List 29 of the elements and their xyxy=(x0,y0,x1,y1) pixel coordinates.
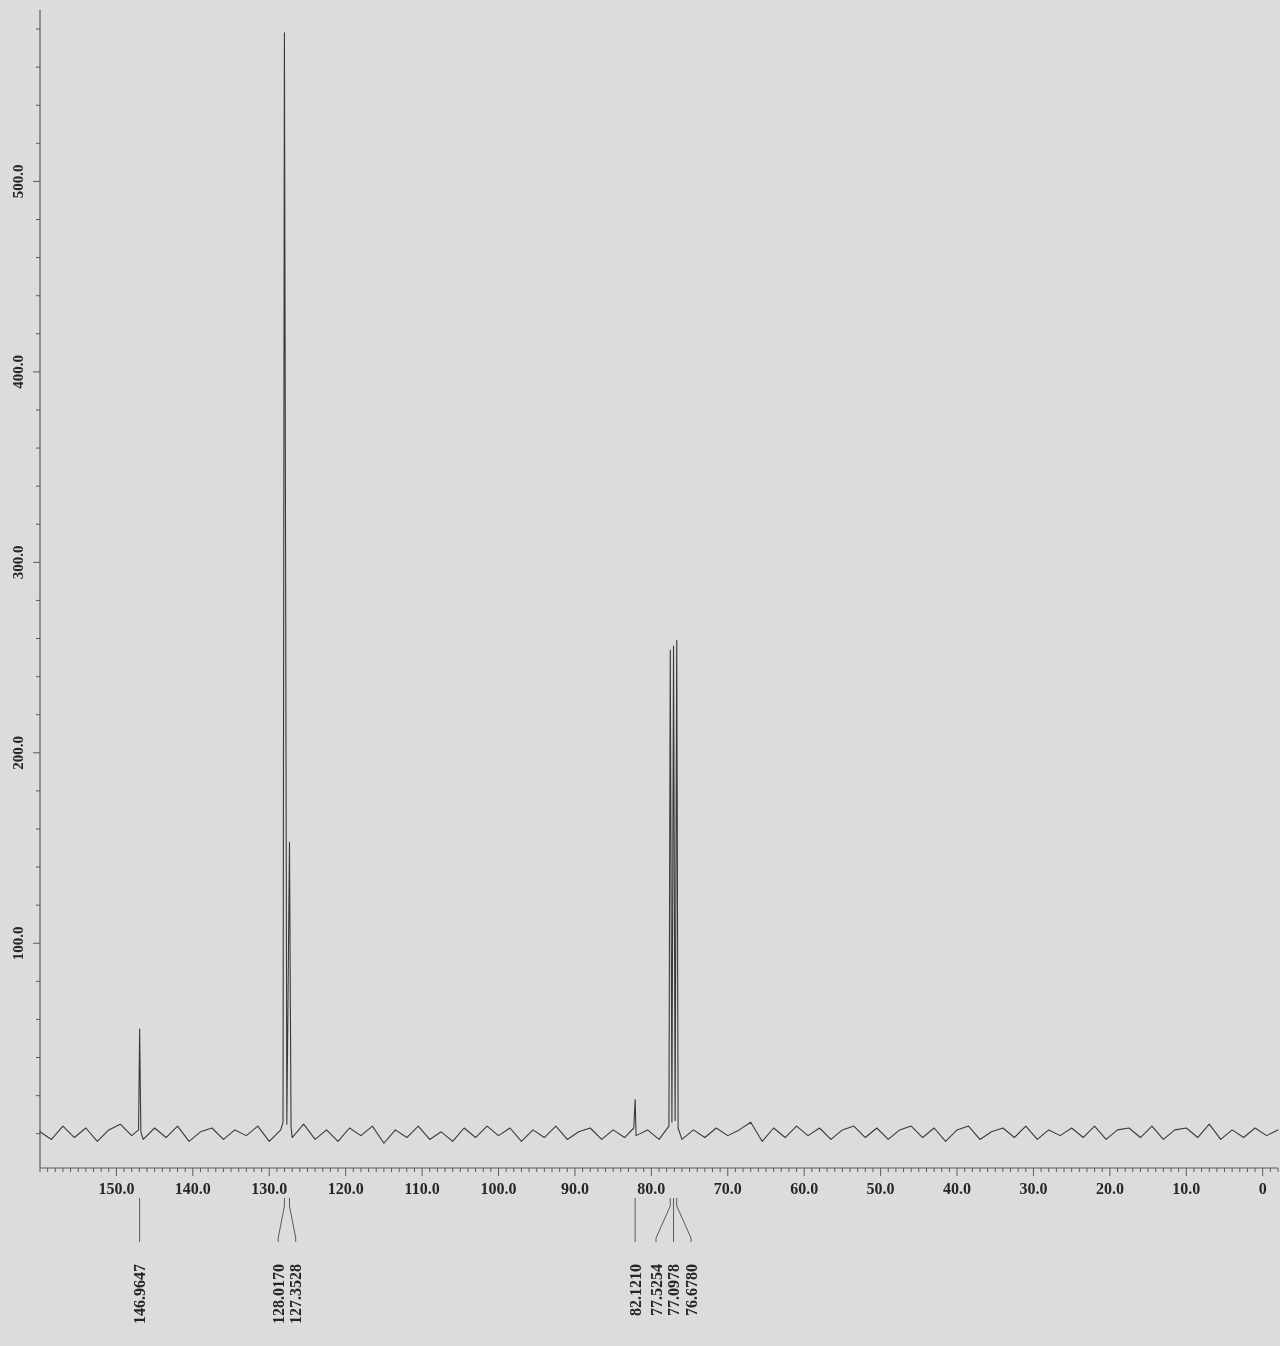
y-tick-label: 500.0 xyxy=(10,164,26,199)
x-tick-label: 80.0 xyxy=(637,1179,666,1197)
x-tick-label: 70.0 xyxy=(713,1179,742,1197)
text: 146.9647 xyxy=(131,1264,149,1324)
x-tick-label: 100.0 xyxy=(480,1179,517,1197)
x-tick-label: 150.0 xyxy=(98,1179,135,1197)
y-tick-label: 300.0 xyxy=(10,545,26,580)
y-tick-label: 200.0 xyxy=(10,735,26,770)
line-series xyxy=(39,32,1279,1144)
x-tick-label: 30.0 xyxy=(1019,1179,1048,1197)
x-tick-label: 10.0 xyxy=(1172,1179,1201,1197)
x-tick-label: 0 xyxy=(1258,1179,1267,1197)
x-tick-label: 50.0 xyxy=(866,1179,895,1197)
x-tick-label: 90.0 xyxy=(560,1179,589,1197)
text: 82.1210 xyxy=(626,1264,644,1316)
y-tick-label: 100.0 xyxy=(10,926,26,961)
x-tick-label: 40.0 xyxy=(943,1179,972,1197)
x-tick-label: 110.0 xyxy=(404,1179,440,1197)
text: 76.6780 xyxy=(682,1264,700,1316)
text: 77.5254 xyxy=(647,1264,665,1316)
x-tick-label: 20.0 xyxy=(1095,1179,1124,1197)
text: 77.0978 xyxy=(665,1264,683,1316)
x-tick-label: 120.0 xyxy=(327,1179,364,1197)
y-tick-label: 400.0 xyxy=(10,355,26,389)
x-tick-label: 130.0 xyxy=(251,1179,288,1197)
text: 128.0170 xyxy=(269,1264,287,1324)
text: 127.3528 xyxy=(287,1264,305,1324)
x-tick-label: 140.0 xyxy=(174,1179,211,1197)
x-tick-label: 60.0 xyxy=(790,1179,819,1197)
